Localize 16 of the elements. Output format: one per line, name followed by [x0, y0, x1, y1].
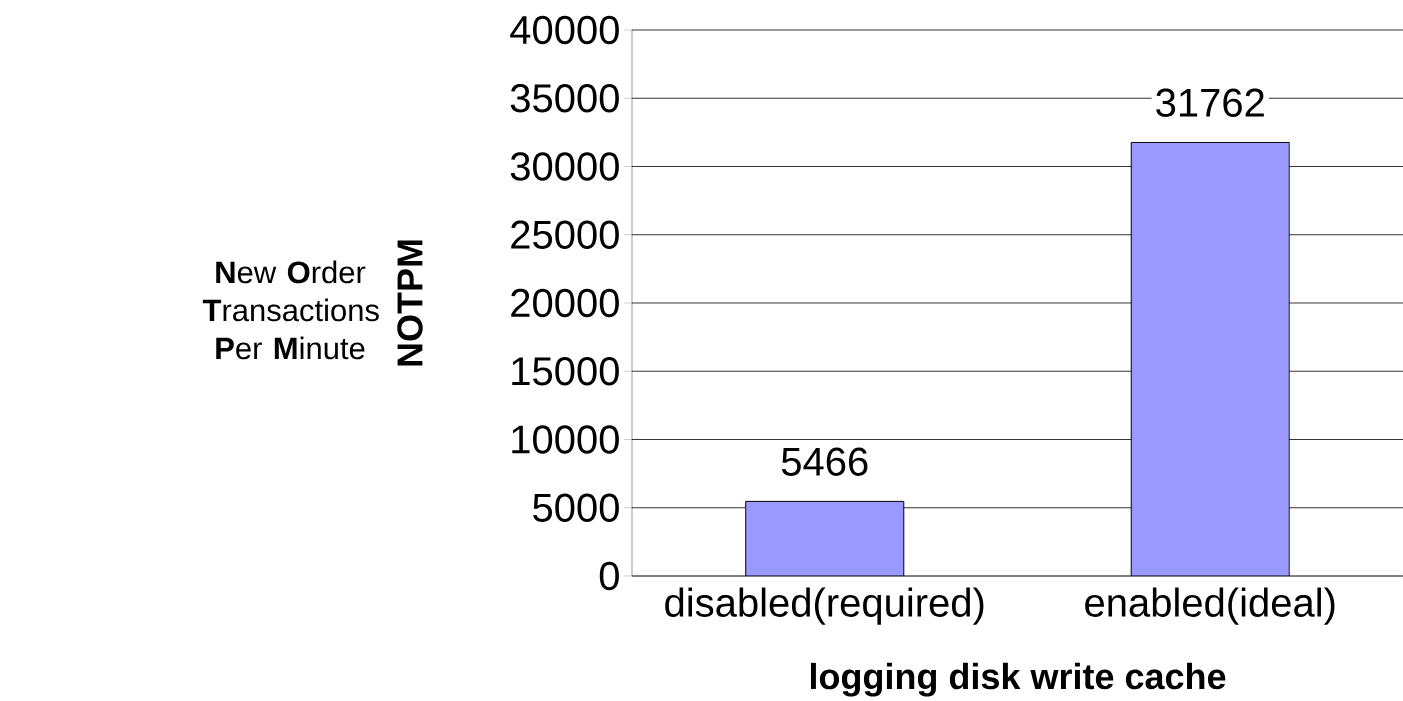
- x-tick-label: disabled(required): [665, 587, 984, 625]
- y-tick-label: 30000: [510, 152, 619, 181]
- y-tick-label: 35000: [510, 84, 619, 113]
- x-tick-label: enabled(ideal): [1085, 587, 1335, 625]
- y-tick-label: 15000: [512, 357, 619, 386]
- y-tick-label: 0: [599, 561, 619, 591]
- text: New Order Transactions Per Minute: [202, 260, 379, 360]
- y-tick-label: 40000: [510, 15, 619, 45]
- data-label: 31762: [1156, 88, 1264, 117]
- data-label: 5466: [781, 447, 868, 476]
- y-tick-label: 10000: [512, 425, 619, 454]
- y-tick-label: 25000: [511, 220, 619, 249]
- y-tick-label: 5000: [533, 493, 619, 522]
- x-axis-title: logging disk write cache: [810, 662, 1226, 697]
- y-axis-title: NOTPM: [397, 240, 423, 366]
- y-tick-label: 20000: [511, 288, 619, 318]
